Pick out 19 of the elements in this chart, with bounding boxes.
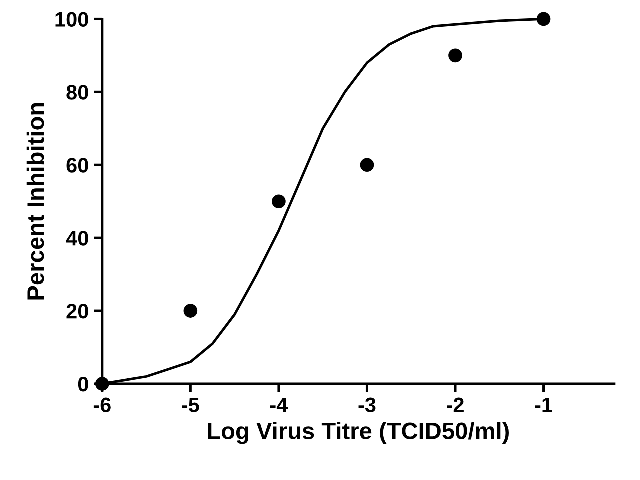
point bbox=[448, 48, 462, 63]
x-tick-label: -4 bbox=[270, 398, 288, 412]
point bbox=[360, 158, 374, 172]
x-tick-label: -1 bbox=[535, 398, 552, 412]
y-axis-title: Percent Inhibition bbox=[26, 103, 44, 300]
point bbox=[272, 194, 286, 209]
y-tick-label: 60 bbox=[66, 158, 88, 173]
y-tick-label: 80 bbox=[66, 85, 88, 100]
y-tick-label: 100 bbox=[56, 12, 88, 27]
x-tick-label: -6 bbox=[94, 398, 111, 412]
x-tick-label: -5 bbox=[182, 398, 200, 412]
x-axis-title: Log Virus Titre (TCID50/ml) bbox=[208, 422, 509, 444]
x-tick-label: -2 bbox=[447, 398, 464, 412]
y-tick-label: 40 bbox=[66, 231, 88, 246]
y-tick-label: 0 bbox=[78, 377, 88, 392]
y-tick-label: 20 bbox=[66, 304, 88, 319]
point bbox=[536, 12, 551, 26]
point bbox=[184, 304, 198, 318]
x-tick-label: -3 bbox=[358, 398, 376, 413]
